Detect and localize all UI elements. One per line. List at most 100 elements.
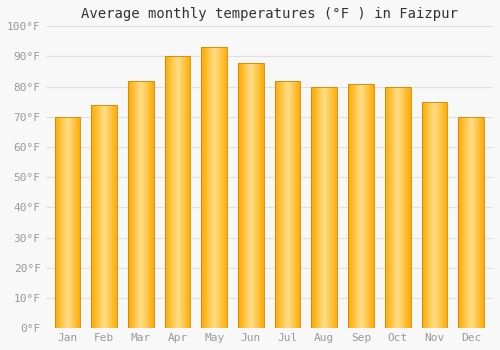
Bar	[77, 117, 78, 328]
Bar	[481, 117, 482, 328]
Bar	[182, 56, 184, 328]
Bar	[102, 105, 103, 328]
Bar	[143, 80, 144, 328]
Bar	[148, 80, 149, 328]
Bar	[313, 87, 314, 328]
Bar	[263, 63, 264, 328]
Bar	[445, 102, 446, 328]
Bar	[170, 56, 171, 328]
Bar	[427, 102, 428, 328]
Bar	[444, 102, 445, 328]
Bar	[314, 87, 315, 328]
Bar	[460, 117, 461, 328]
Bar	[312, 87, 313, 328]
Bar	[176, 56, 177, 328]
Bar	[370, 84, 371, 328]
Bar	[114, 105, 115, 328]
Bar	[249, 63, 250, 328]
Bar	[403, 87, 404, 328]
Bar	[386, 87, 387, 328]
Bar	[385, 87, 386, 328]
Bar	[320, 87, 321, 328]
Bar	[359, 84, 360, 328]
Bar	[138, 80, 139, 328]
Bar	[458, 117, 484, 328]
Bar	[257, 63, 258, 328]
Bar	[215, 47, 216, 328]
Bar	[351, 84, 352, 328]
Bar	[461, 117, 462, 328]
Bar	[240, 63, 241, 328]
Bar	[432, 102, 433, 328]
Bar	[94, 105, 95, 328]
Bar	[408, 87, 409, 328]
Bar	[128, 80, 154, 328]
Bar	[71, 117, 72, 328]
Bar	[475, 117, 476, 328]
Bar	[222, 47, 223, 328]
Bar	[202, 47, 227, 328]
Bar	[399, 87, 400, 328]
Bar	[245, 63, 246, 328]
Bar	[151, 80, 152, 328]
Bar	[98, 105, 99, 328]
Bar	[477, 117, 478, 328]
Bar	[66, 117, 67, 328]
Bar	[134, 80, 135, 328]
Bar	[172, 56, 173, 328]
Bar	[57, 117, 58, 328]
Bar	[327, 87, 328, 328]
Bar	[210, 47, 211, 328]
Bar	[442, 102, 443, 328]
Bar	[470, 117, 471, 328]
Bar	[331, 87, 332, 328]
Bar	[328, 87, 329, 328]
Bar	[209, 47, 210, 328]
Bar	[434, 102, 435, 328]
Bar	[239, 63, 240, 328]
Bar	[179, 56, 180, 328]
Bar	[79, 117, 80, 328]
Bar	[219, 47, 220, 328]
Bar	[474, 117, 475, 328]
Bar	[322, 87, 323, 328]
Bar	[99, 105, 100, 328]
Bar	[362, 84, 363, 328]
Bar	[385, 87, 410, 328]
Bar	[321, 87, 322, 328]
Bar	[111, 105, 112, 328]
Bar	[356, 84, 357, 328]
Bar	[109, 105, 110, 328]
Bar	[401, 87, 402, 328]
Bar	[238, 63, 264, 328]
Bar	[389, 87, 390, 328]
Bar	[74, 117, 75, 328]
Bar	[318, 87, 319, 328]
Bar	[431, 102, 432, 328]
Bar	[110, 105, 111, 328]
Bar	[394, 87, 395, 328]
Bar	[133, 80, 134, 328]
Bar	[70, 117, 71, 328]
Bar	[479, 117, 480, 328]
Bar	[146, 80, 147, 328]
Bar	[221, 47, 222, 328]
Bar	[259, 63, 260, 328]
Bar	[129, 80, 130, 328]
Bar	[108, 105, 109, 328]
Bar	[226, 47, 227, 328]
Bar	[406, 87, 407, 328]
Bar	[130, 80, 131, 328]
Bar	[216, 47, 217, 328]
Bar	[443, 102, 444, 328]
Bar	[165, 56, 166, 328]
Bar	[223, 47, 224, 328]
Bar	[353, 84, 354, 328]
Bar	[214, 47, 215, 328]
Bar	[246, 63, 247, 328]
Bar	[371, 84, 372, 328]
Bar	[173, 56, 174, 328]
Bar	[253, 63, 254, 328]
Bar	[276, 80, 277, 328]
Bar	[282, 80, 283, 328]
